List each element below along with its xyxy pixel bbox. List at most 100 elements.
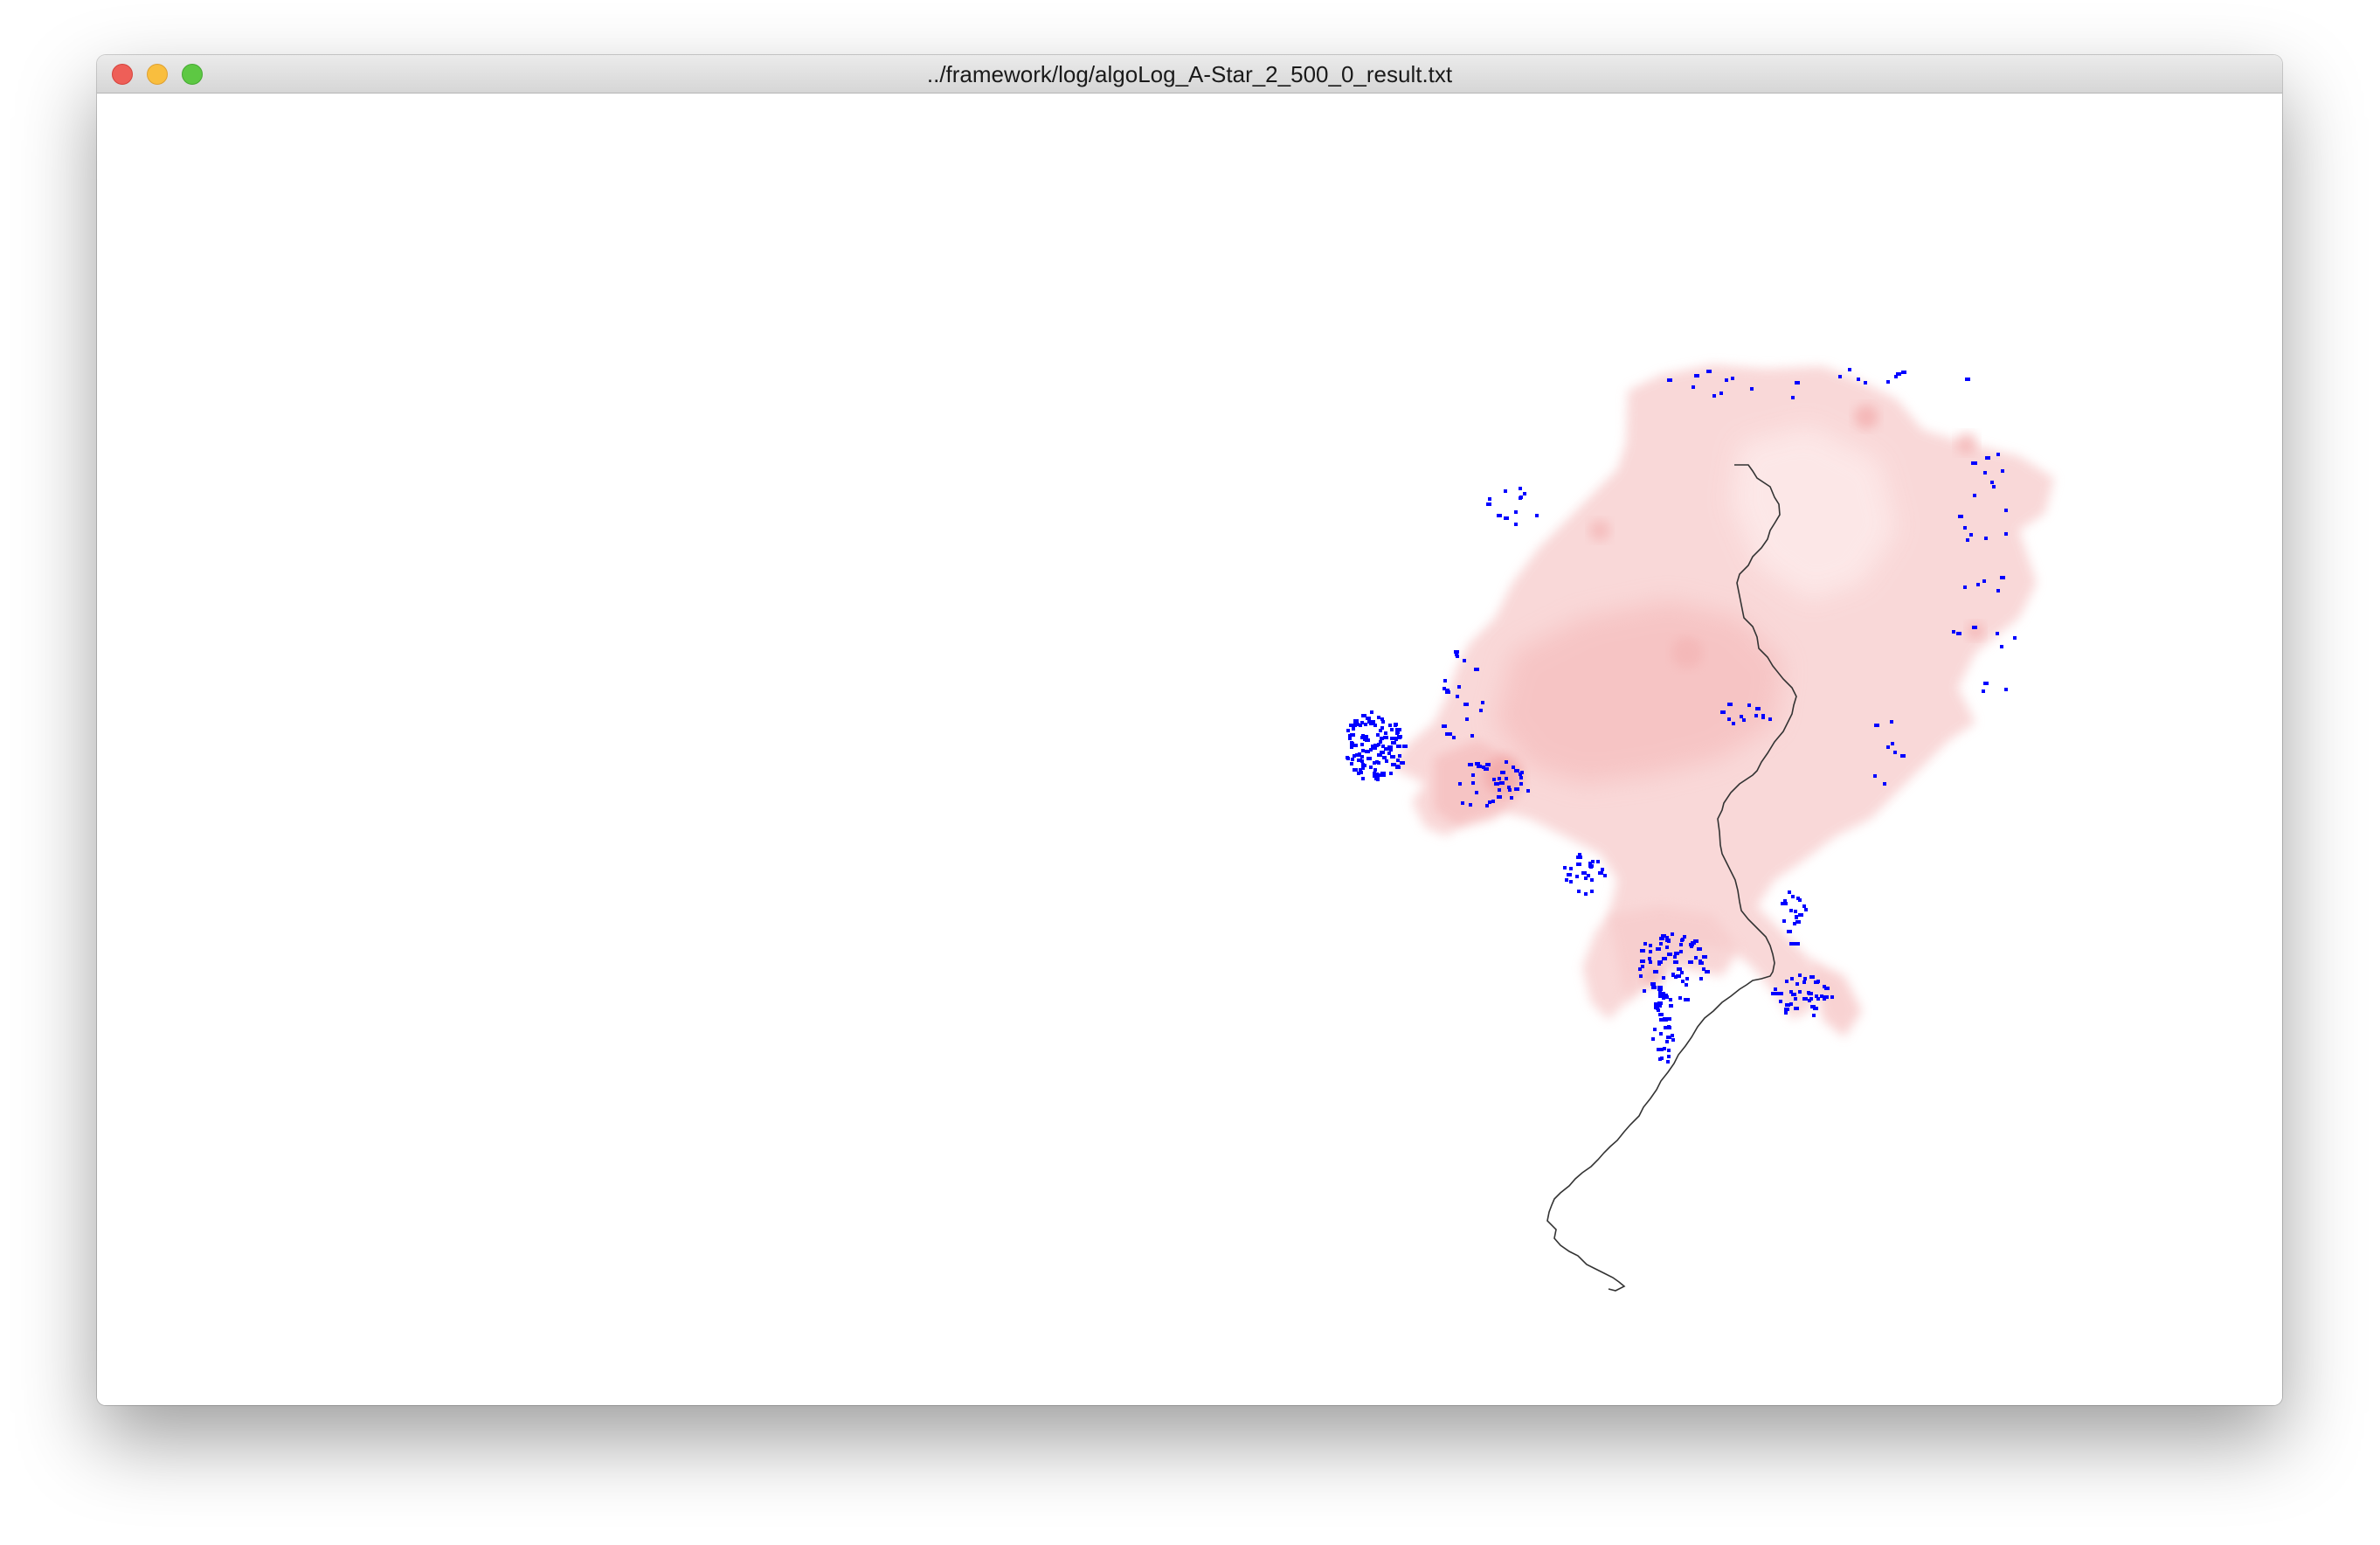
frontier-node [1445,690,1450,694]
frontier-node [1512,766,1515,769]
frontier-node [1469,803,1472,807]
frontier-node [1383,756,1387,759]
frontier-node [1816,997,1820,1001]
frontier-node [1384,731,1387,735]
frontier-node [1350,745,1353,749]
frontier-node [1667,1049,1671,1052]
frontier-node [1461,801,1464,805]
frontier-node [1768,717,1772,721]
frontier-node [1498,777,1501,780]
frontier-node [1790,977,1794,980]
frontier-node [1492,778,1496,781]
frontier-node [1685,977,1689,980]
frontier-node [1587,874,1590,877]
frontier-node [1576,863,1581,866]
frontier-node [1798,973,1802,977]
frontier-node [1791,396,1795,399]
frontier-node [2000,576,2005,579]
frontier-node [1658,1048,1664,1051]
frontier-node [1883,782,1886,786]
frontier-node [1353,744,1358,747]
frontier-node [1380,751,1385,754]
frontier-node [1676,974,1681,978]
frontier-node [1742,718,1746,722]
frontier-node [1514,523,1518,526]
frontier-node [1402,745,1408,748]
frontier-node [1838,375,1842,378]
frontier-node [1471,773,1475,777]
frontier-node [1366,757,1372,760]
frontier-node [1671,1038,1675,1042]
frontier-node [1376,776,1380,779]
close-button[interactable] [112,64,133,85]
frontier-node [1390,737,1394,740]
frontier-node [1510,796,1513,800]
frontier-node [1901,371,1906,374]
frontier-node [1874,724,1879,727]
frontier-node [1802,980,1806,984]
frontier-node [1900,754,1906,758]
frontier-node [1657,1008,1660,1012]
frontier-node [1640,949,1645,953]
frontier-node [1662,976,1665,980]
frontier-node [1674,975,1678,979]
frontier-nodes [1346,368,2017,1063]
frontier-node [1380,726,1384,730]
frontier-node [1514,510,1518,514]
frontier-node [1669,998,1672,1001]
frontier-node [1475,762,1480,766]
frontier-node [1830,995,1834,999]
frontier-node [1479,709,1483,712]
frontier-node [1657,1001,1663,1005]
frontier-node [1956,632,1961,635]
frontier-node [1384,747,1389,751]
frontier-node [1396,731,1400,734]
frontier-node [1505,760,1508,764]
window-title: ../framework/log/algoLog_A-Star_2_500_0_… [926,61,1453,87]
frontier-node [1400,761,1405,765]
frontier-node [1783,899,1787,903]
frontier-node [1373,772,1376,775]
zoom-button[interactable] [182,64,203,85]
frontier-node [1398,728,1401,731]
frontier-node [2013,636,2017,640]
frontier-node [1389,748,1393,752]
frontier-node [1385,759,1388,763]
explored-region [1390,364,2054,1037]
frontier-node [1683,935,1686,939]
frontier-node [1661,934,1666,938]
frontier-node [1507,786,1511,789]
title-bar[interactable]: ../framework/log/algoLog_A-Star_2_500_0_… [97,55,2282,94]
frontier-node [1974,461,1977,465]
frontier-node [1360,743,1364,746]
frontier-node [1973,494,1976,497]
frontier-node [1643,989,1646,993]
frontier-node [1519,487,1522,490]
frontier-node [1360,755,1364,759]
frontier-node [1785,980,1788,983]
frontier-node [1355,753,1360,757]
frontier-node [2001,469,2004,473]
frontier-node [1508,788,1512,792]
frontier-node [1864,381,1867,385]
frontier-node [1379,729,1382,732]
frontier-node [1976,583,1980,586]
frontier-node [1671,1034,1674,1037]
frontier-node [1813,1007,1818,1010]
frontier-node [1481,701,1484,704]
minimize-button[interactable] [147,64,168,85]
frontier-node [1669,1004,1672,1008]
frontier-node [1990,481,1994,484]
frontier-node [1584,892,1588,896]
frontier-node [1535,514,1539,517]
frontier-node [1387,752,1391,755]
frontier-node [1389,772,1393,775]
frontier-node [1659,942,1663,946]
frontier-node [1802,997,1808,1001]
frontier-node [1373,768,1377,772]
frontier-node [1519,496,1522,500]
frontier-node [1653,970,1658,973]
frontier-node [1370,710,1373,714]
frontier-node [1665,1040,1669,1043]
frontier-node [1657,1048,1660,1051]
